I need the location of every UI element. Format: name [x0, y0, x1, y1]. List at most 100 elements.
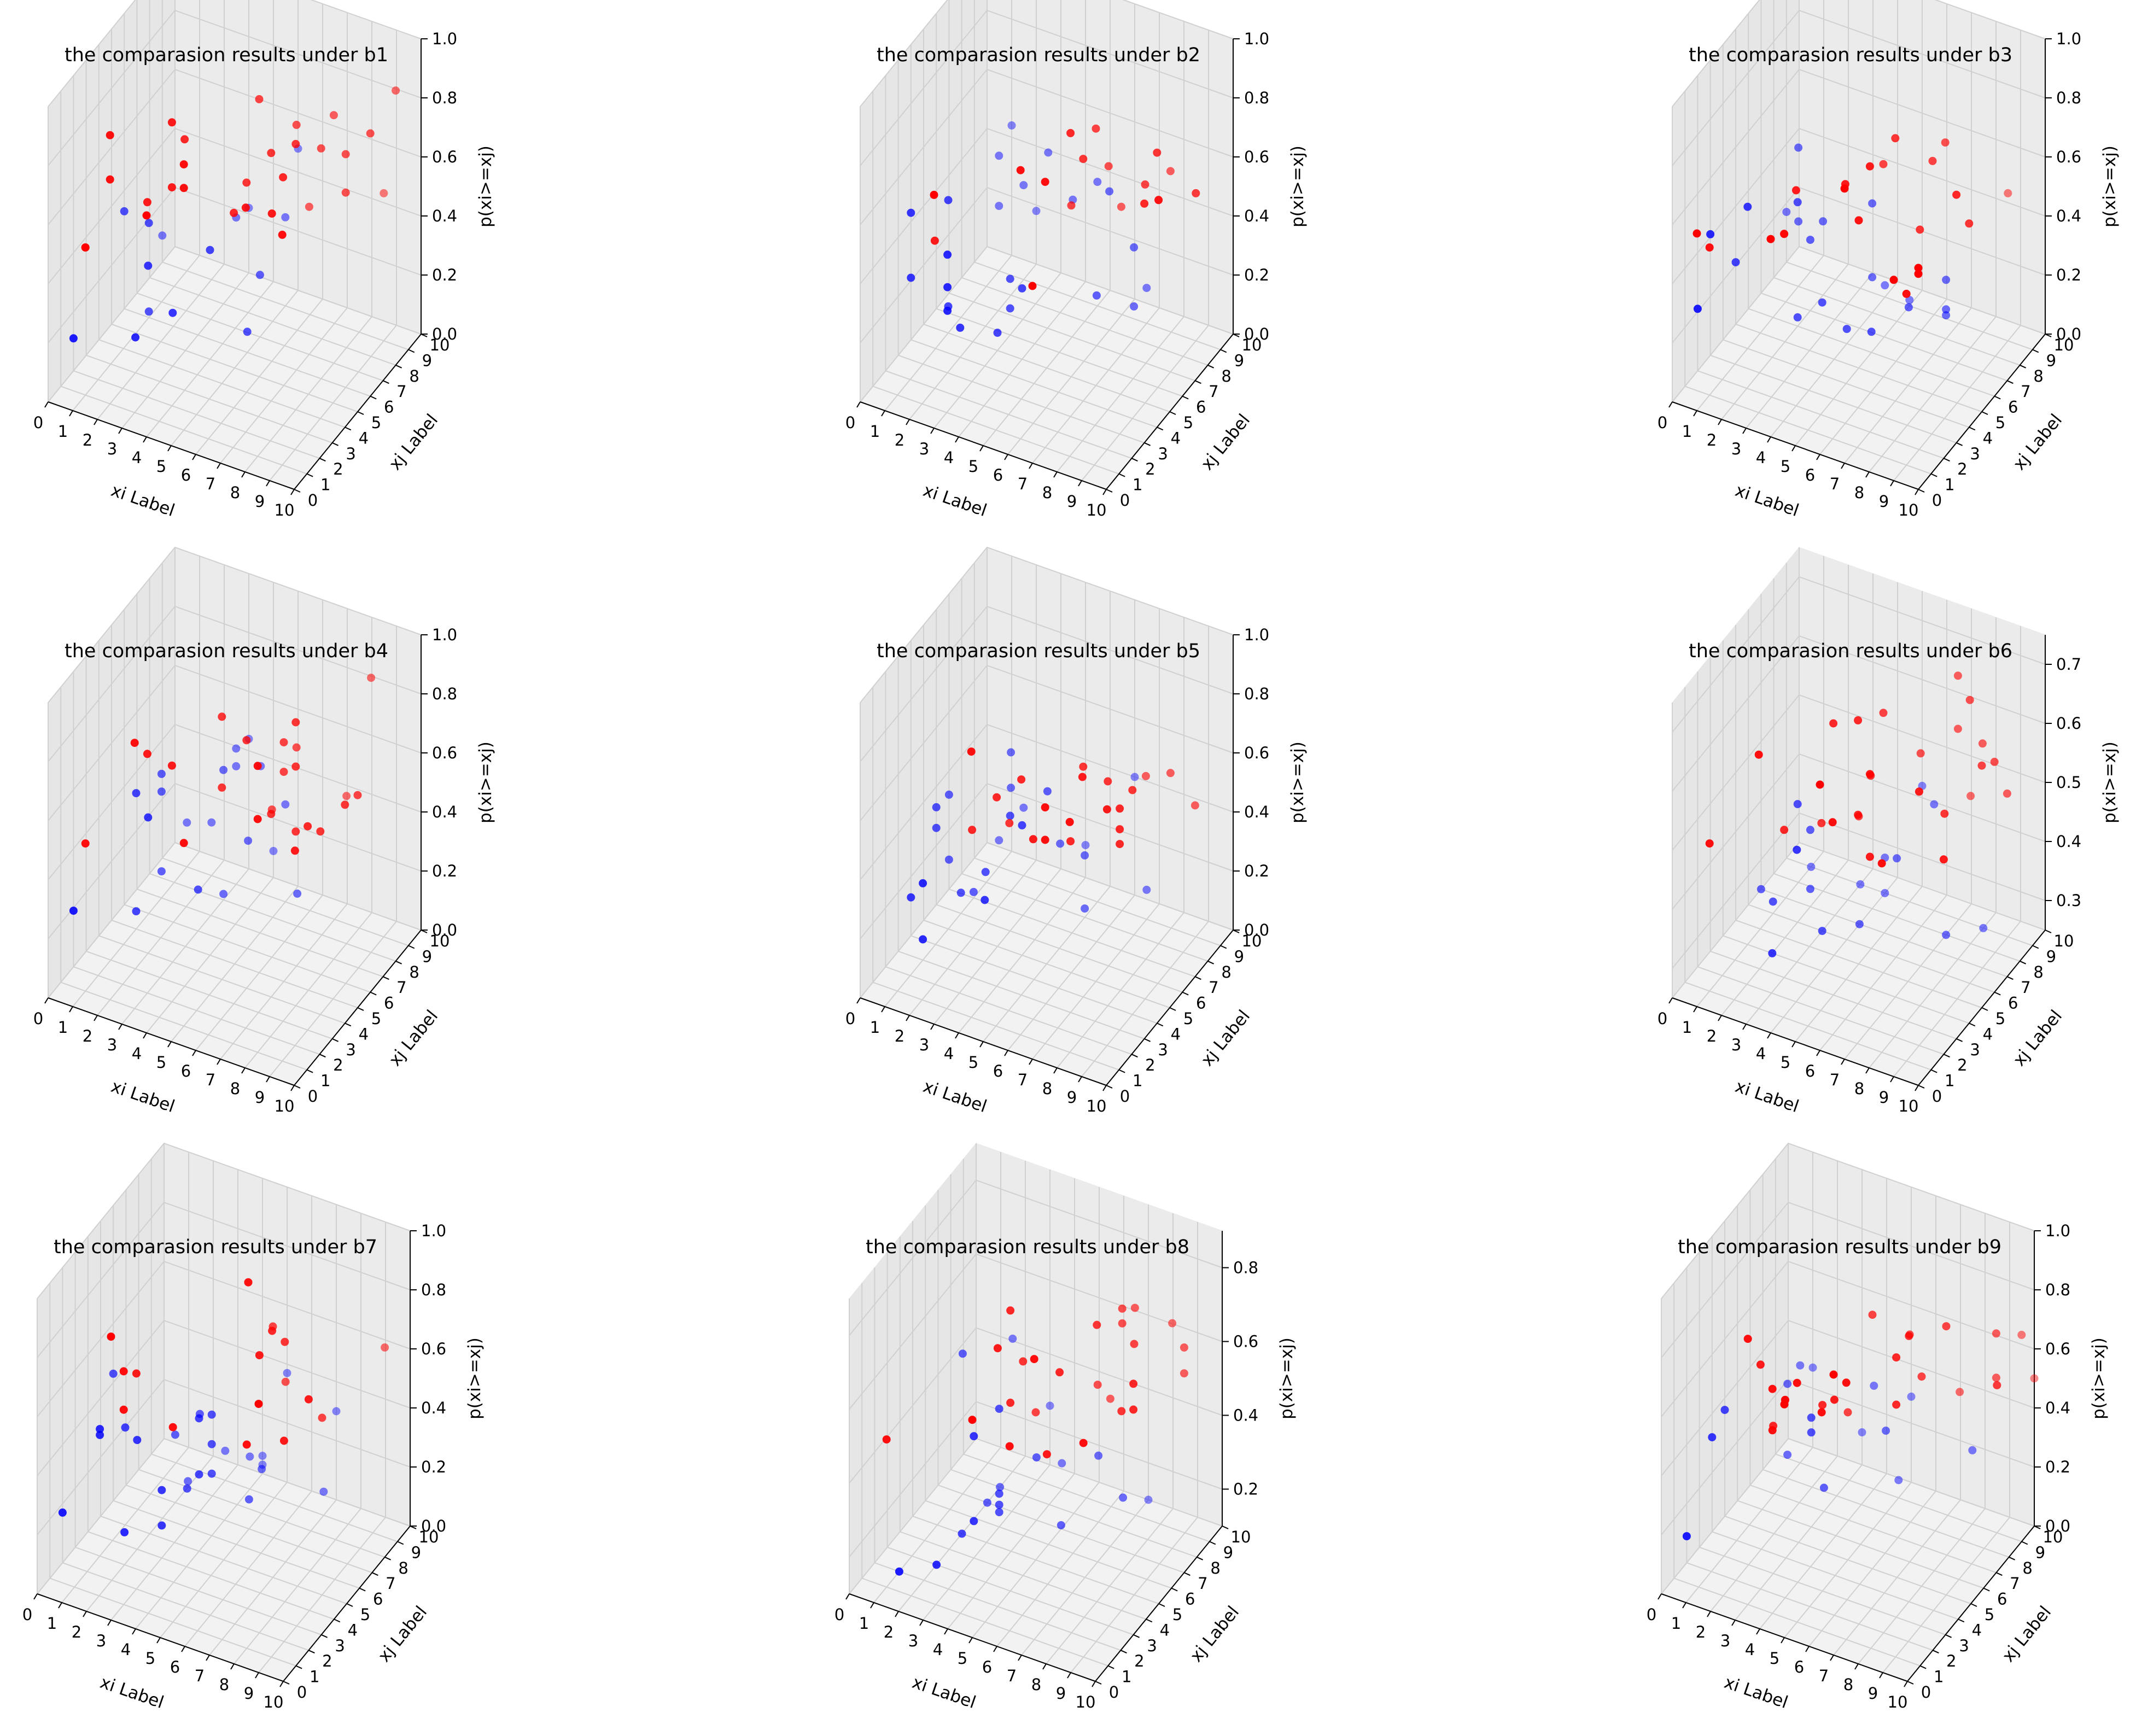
- data-point: [1102, 805, 1111, 814]
- x-tick-mark: [1879, 1672, 1883, 1679]
- y-tick-mark: [1171, 1587, 1178, 1592]
- x-tick-mark: [1865, 471, 1870, 478]
- data-point: [958, 1529, 966, 1538]
- y-tick-label: 7: [1209, 382, 1218, 401]
- data-point: [1965, 695, 1974, 704]
- data-point: [120, 207, 129, 215]
- data-point: [258, 1465, 266, 1474]
- y-tick-label: 7: [396, 382, 406, 401]
- y-tick-label: 0: [1120, 491, 1130, 510]
- y-tick-mark: [382, 976, 389, 980]
- y-tick-mark: [2006, 976, 2014, 980]
- x-tick-mark: [1004, 454, 1008, 460]
- data-point: [1705, 839, 1714, 848]
- data-point: [143, 198, 151, 207]
- data-point: [1079, 155, 1088, 163]
- x-tick-label: 2: [72, 1623, 81, 1641]
- y-tick-label: 3: [346, 445, 355, 463]
- data-point: [109, 1369, 118, 1378]
- data-point: [943, 283, 952, 291]
- x-tick-mark: [1791, 1041, 1796, 1048]
- x-tick-label: 0: [845, 1009, 855, 1028]
- data-point: [1128, 786, 1137, 794]
- grid-line: [860, 605, 1234, 762]
- data-point: [1007, 748, 1016, 757]
- x-tick-label: 1: [58, 1018, 68, 1037]
- grid-line: [861, 1283, 1108, 1667]
- data-point: [69, 907, 78, 915]
- data-point: [1116, 804, 1124, 813]
- grid-line: [37, 1378, 411, 1535]
- x-tick-label: 9: [1067, 492, 1077, 511]
- data-point: [195, 1414, 203, 1423]
- y-tick-mark: [2009, 1556, 2016, 1560]
- x-tick-label: 2: [83, 1027, 92, 1045]
- x-tick-label: 0: [834, 1605, 844, 1624]
- data-point: [1141, 180, 1149, 189]
- grid-line: [1661, 1319, 2035, 1476]
- data-point: [1018, 284, 1026, 293]
- z-tick-label: 1.0: [2056, 30, 2081, 48]
- data-point: [1818, 927, 1826, 936]
- subplot: 0 1 2 3 4 5 6 7 8 9 100123456789100.00.20.40.60.81…: [1658, 0, 2120, 521]
- data-point: [919, 879, 927, 887]
- y-tick-label: 5: [371, 413, 381, 432]
- y-tick-label: 5: [1183, 1009, 1193, 1028]
- grid-line: [849, 1401, 1223, 1558]
- data-point: [144, 307, 153, 316]
- data-point: [967, 747, 976, 756]
- data-point: [119, 1367, 128, 1376]
- data-point: [317, 144, 325, 153]
- x-axis-label: xi Label: [1732, 1077, 1801, 1117]
- x-tick-label: 0: [1658, 1009, 1667, 1028]
- x-tick-label: 10: [1899, 501, 1919, 519]
- data-point: [1081, 851, 1089, 860]
- y-tick-mark: [1918, 1085, 1925, 1089]
- y-tick-label: 4: [348, 1621, 358, 1639]
- y-tick-label: 2: [322, 1652, 332, 1670]
- y-tick-mark: [357, 411, 364, 415]
- data-point: [106, 175, 114, 184]
- data-point: [1032, 1453, 1041, 1462]
- data-point: [1705, 243, 1714, 252]
- x-tick-mark: [1682, 1602, 1686, 1609]
- x-tick-label: 9: [255, 492, 265, 511]
- x-tick-mark: [1018, 1655, 1022, 1661]
- grid-line: [962, 1159, 1210, 1542]
- y-tick-mark: [1194, 380, 1201, 384]
- chart-title: the comparasion results under b9: [1678, 1236, 2001, 1258]
- data-point: [255, 1351, 264, 1360]
- x-tick-label: 8: [1854, 1079, 1864, 1098]
- x-tick-label: 6: [181, 466, 191, 484]
- x-tick-label: 5: [1781, 457, 1790, 476]
- y-tick-mark: [2020, 960, 2027, 965]
- data-point: [1902, 289, 1911, 298]
- y-tick-mark: [1919, 1665, 1927, 1669]
- x-tick-mark: [1756, 1628, 1760, 1635]
- x-axis-label: xi Label: [108, 481, 177, 521]
- y-tick-label: 3: [1158, 445, 1168, 463]
- data-point: [1870, 1381, 1878, 1390]
- data-point: [1065, 817, 1074, 826]
- x-tick-label: 1: [58, 422, 68, 441]
- data-point: [107, 1332, 115, 1341]
- data-point: [1904, 303, 1913, 312]
- data-point: [956, 889, 965, 897]
- y-tick-label: 8: [1221, 963, 1231, 981]
- x-tick-label: 9: [1868, 1684, 1878, 1703]
- x-tick-mark: [217, 1059, 221, 1065]
- data-point: [995, 151, 1003, 160]
- y-tick-mark: [1144, 1038, 1151, 1042]
- data-point: [1843, 1408, 1852, 1417]
- data-point: [1768, 1426, 1777, 1435]
- data-point: [1190, 801, 1199, 810]
- data-point: [194, 885, 202, 894]
- y-axis-label: xj Label: [1186, 1603, 1243, 1666]
- z-tick-label: 0.8: [2056, 89, 2081, 107]
- y-tick-label: 2: [333, 460, 343, 478]
- x-tick-label: 5: [145, 1649, 155, 1668]
- data-point: [267, 810, 276, 819]
- x-tick-label: 10: [1087, 1097, 1107, 1115]
- chart-title: the comparasion results under b1: [65, 44, 388, 66]
- grid-line: [48, 664, 422, 821]
